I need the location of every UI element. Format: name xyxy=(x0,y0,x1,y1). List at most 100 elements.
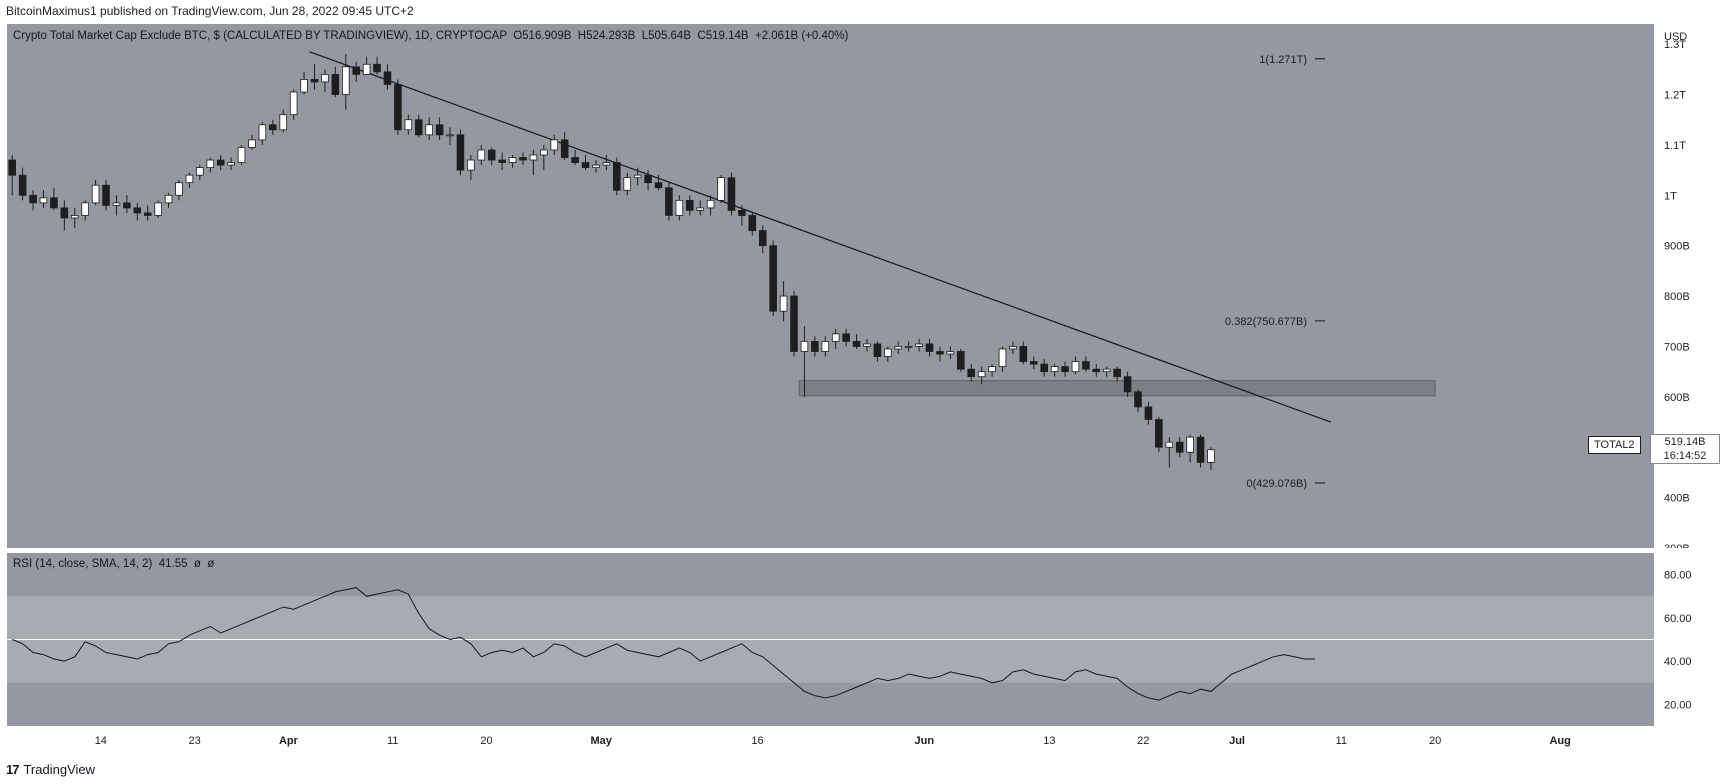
candle xyxy=(60,200,69,231)
candle xyxy=(446,127,454,145)
time-tick-label: 11 xyxy=(1336,735,1347,747)
candle xyxy=(331,66,340,98)
candle-body-up xyxy=(321,73,329,83)
candle xyxy=(185,172,194,188)
candle-body-down xyxy=(560,139,569,158)
candle-body-down xyxy=(727,177,736,211)
candle xyxy=(1009,341,1017,355)
candle-body-down xyxy=(936,351,944,355)
candle xyxy=(758,225,767,254)
candle xyxy=(717,175,725,203)
candle xyxy=(1207,447,1215,470)
price-tick-label: 800B xyxy=(1664,291,1690,303)
low-value: 505.64B xyxy=(648,30,692,42)
candle xyxy=(550,134,559,155)
price-tick-label: 1T xyxy=(1664,190,1677,202)
candle-body-up xyxy=(529,154,538,161)
candle xyxy=(394,79,402,135)
candle-body-up xyxy=(404,119,413,131)
candle-body-up xyxy=(602,162,611,166)
candle xyxy=(1029,356,1038,370)
candle-body-up xyxy=(1009,346,1017,350)
brand-name: TradingView xyxy=(23,762,96,777)
candle-body-down xyxy=(1123,376,1132,393)
candle xyxy=(988,364,996,377)
candle-body-up xyxy=(706,199,715,209)
candle-body-up xyxy=(904,346,913,348)
candle xyxy=(727,172,736,216)
candle-body-down xyxy=(1196,436,1205,463)
candle-body-up xyxy=(196,167,204,176)
candle xyxy=(91,180,100,206)
price-tick-label: 1.2T xyxy=(1664,90,1686,102)
candle xyxy=(362,56,371,75)
footer: 17 TradingView xyxy=(0,754,1722,784)
candle-body-up xyxy=(1165,441,1174,448)
candle xyxy=(644,170,652,191)
candle xyxy=(258,122,267,145)
candle xyxy=(936,346,944,362)
candle xyxy=(175,180,183,201)
candle-body-up xyxy=(717,177,725,201)
candle xyxy=(1071,356,1080,375)
candle-body-up xyxy=(800,341,809,352)
candle xyxy=(1144,401,1153,425)
candle-body-up xyxy=(206,159,215,168)
candle-body-down xyxy=(383,71,392,85)
time-axis[interactable]: 14 23 Apr 11 20 May 16 Jun 13 22 Jul 11 20 Aug xyxy=(7,726,1654,754)
candle-body-down xyxy=(571,157,579,163)
candle xyxy=(352,61,360,82)
price-tick-label: 1.1T xyxy=(1664,140,1686,152)
candle-body-down xyxy=(1040,363,1048,373)
candle-body-up xyxy=(508,157,517,163)
fib-level-0382-label: 0.382(750.677B) xyxy=(1225,316,1307,328)
candle xyxy=(967,364,976,382)
price-pane[interactable]: 1(1.271T) 0.382(750.677B) 0(429.076B) Cryp… xyxy=(7,24,1654,548)
candle-body-down xyxy=(1144,406,1153,420)
candle xyxy=(227,157,235,171)
price-chart: 1(1.271T) 0.382(750.677B) 0(429.076B) xyxy=(8,51,1436,490)
candle xyxy=(1040,359,1048,377)
candle-body-down xyxy=(352,66,360,75)
time-tick-label: Apr xyxy=(279,735,299,747)
close-value: 519.14B xyxy=(705,30,749,42)
rsi-pane[interactable]: RSI (14, close, SMA, 14, 2) 41.55 ø ø xyxy=(7,553,1654,726)
rsi-na-1: ø xyxy=(193,558,201,570)
candle xyxy=(665,182,673,221)
open-value: 516.909B xyxy=(522,30,572,42)
candle xyxy=(1050,364,1059,377)
candle-body-down xyxy=(498,159,506,163)
candle xyxy=(456,129,465,176)
pane-separator[interactable] xyxy=(7,548,1722,553)
rsi-tick-label: 20.00 xyxy=(1664,699,1692,711)
low-label: L xyxy=(641,30,649,42)
candle xyxy=(404,114,413,135)
candle xyxy=(800,326,809,397)
fib-level-0-label: 0(429.076B) xyxy=(1246,478,1307,490)
candle xyxy=(206,157,215,173)
candle xyxy=(237,144,246,166)
time-tick-label: 14 xyxy=(95,735,107,747)
currency-label: USD xyxy=(1664,31,1687,43)
rsi-axis[interactable]: 80.00 60.00 40.00 20.00 xyxy=(1654,553,1722,726)
candle-body-down xyxy=(487,149,496,161)
candle-body-up xyxy=(633,174,642,179)
candle-body-down xyxy=(1155,419,1163,448)
rsi-title: RSI (14, close, SMA, 14, 2) xyxy=(13,558,153,570)
candle-body-down xyxy=(1175,441,1184,453)
candle xyxy=(904,341,913,352)
time-tick-label: Jul xyxy=(1229,735,1245,747)
candle-body-up xyxy=(185,174,194,184)
candle-body-up xyxy=(696,207,704,211)
candle-body-down xyxy=(811,341,819,352)
candle-body-up xyxy=(779,295,788,312)
candle xyxy=(571,149,579,166)
candle-body-up xyxy=(237,147,246,163)
rsi-legend: RSI (14, close, SMA, 14, 2) 41.55 ø ø xyxy=(13,558,214,570)
candle xyxy=(112,195,121,216)
candle-body-up xyxy=(1050,366,1059,373)
candle-body-up xyxy=(175,182,183,196)
price-tick-label: 1.3T xyxy=(1664,39,1686,51)
candle-body-up xyxy=(425,124,433,136)
